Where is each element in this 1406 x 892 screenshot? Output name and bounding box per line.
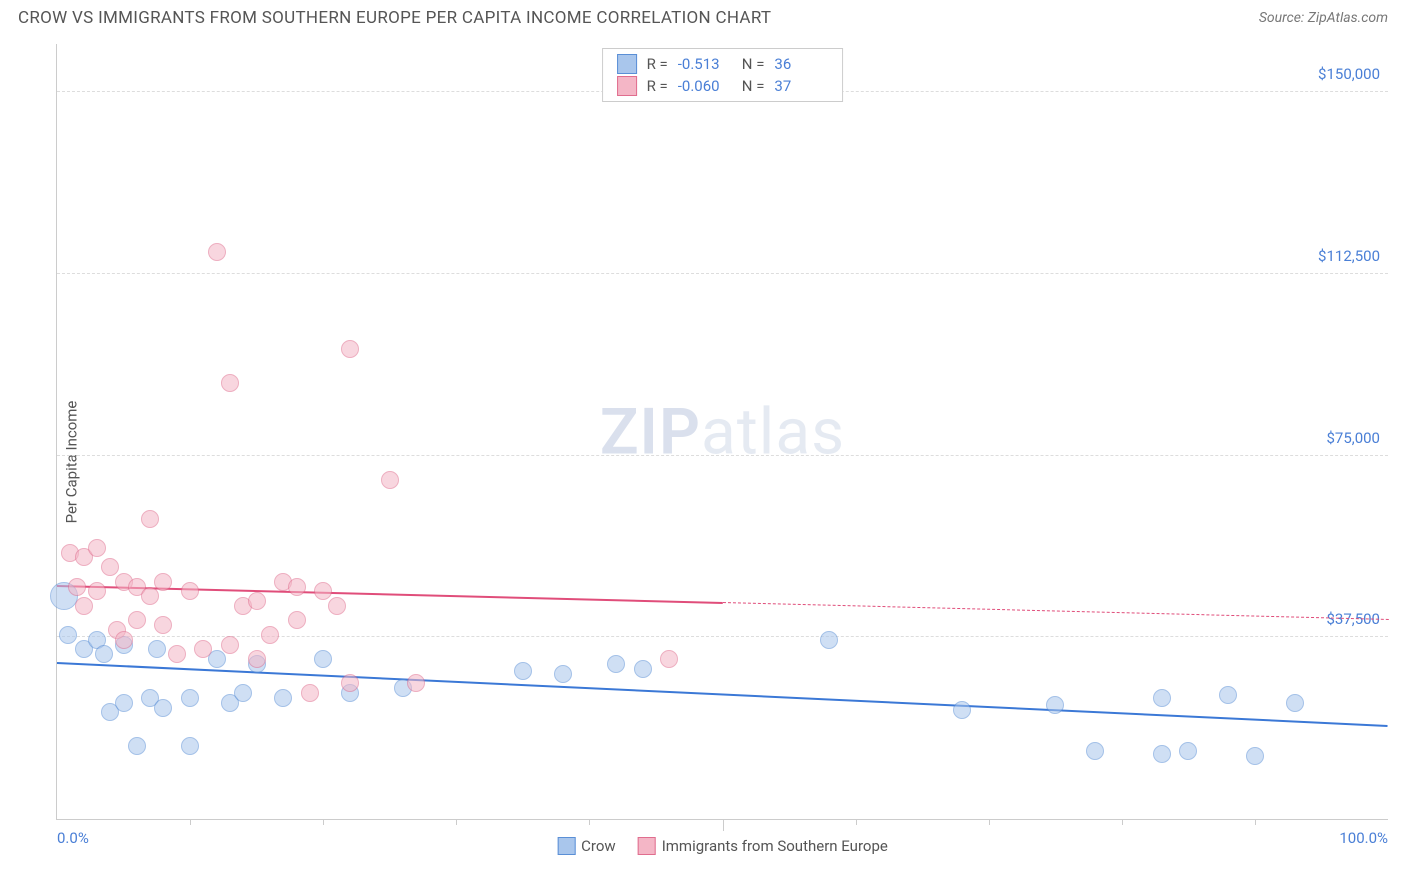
data-point <box>248 592 266 610</box>
legend-swatch <box>638 837 656 855</box>
stat-r-value: -0.060 <box>678 77 732 95</box>
data-point <box>154 573 172 591</box>
data-point <box>101 558 119 576</box>
data-point <box>168 645 186 663</box>
y-tick-label: $150,000 <box>1318 65 1380 83</box>
data-point <box>248 650 266 668</box>
data-point <box>141 587 159 605</box>
stat-n-value: 36 <box>774 55 828 73</box>
data-point <box>75 597 93 615</box>
data-point <box>141 510 159 528</box>
data-point <box>820 631 838 649</box>
data-point <box>1286 694 1304 712</box>
stat-swatch <box>617 54 637 74</box>
data-point <box>59 626 77 644</box>
data-point <box>288 611 306 629</box>
legend-bottom: Crow Immigrants from Southern Europe <box>557 837 888 855</box>
data-point <box>301 684 319 702</box>
data-point <box>128 737 146 755</box>
data-point <box>1153 689 1171 707</box>
data-point <box>407 674 425 692</box>
watermark: ZIPatlas <box>600 394 845 469</box>
stat-row: R = -0.060 N = 37 <box>617 75 829 97</box>
data-point <box>514 662 532 680</box>
x-tick-label: 0.0% <box>57 829 89 847</box>
stat-n-label: N = <box>742 55 765 73</box>
data-point <box>154 699 172 717</box>
x-tick <box>1255 819 1256 825</box>
y-tick-label: $112,500 <box>1318 247 1380 265</box>
data-point <box>381 471 399 489</box>
legend-item: Immigrants from Southern Europe <box>638 837 888 855</box>
data-point <box>1086 742 1104 760</box>
stat-box: R = -0.513 N = 36 R = -0.060 N = 37 <box>602 48 844 102</box>
chart-title: CROW VS IMMIGRANTS FROM SOUTHERN EUROPE … <box>18 8 771 28</box>
x-tick <box>1122 819 1123 825</box>
data-point <box>1046 696 1064 714</box>
data-point <box>194 640 212 658</box>
data-point <box>68 578 86 596</box>
data-point <box>660 650 678 668</box>
data-point <box>154 616 172 634</box>
data-point <box>128 611 146 629</box>
x-tick <box>589 819 590 825</box>
source-label: Source: ZipAtlas.com <box>1259 10 1388 26</box>
data-point <box>234 684 252 702</box>
data-point <box>1179 742 1197 760</box>
x-tick <box>989 819 990 825</box>
x-tick <box>190 819 191 825</box>
data-point <box>1219 686 1237 704</box>
chart-container: Per Capita Income ZIPatlas $37,500$75,00… <box>18 44 1388 880</box>
stat-r-label: R = <box>647 55 668 73</box>
x-tick-label: 100.0% <box>1339 829 1388 847</box>
stat-n-label: N = <box>742 77 765 95</box>
data-point <box>314 582 332 600</box>
stat-swatch <box>617 76 637 96</box>
data-point <box>115 631 133 649</box>
stat-n-value: 37 <box>774 77 828 95</box>
stat-r-label: R = <box>647 77 668 95</box>
data-point <box>221 636 239 654</box>
y-tick-label: $75,000 <box>1326 429 1380 447</box>
data-point <box>634 660 652 678</box>
data-point <box>341 674 359 692</box>
x-tick <box>723 819 724 831</box>
data-point <box>314 650 332 668</box>
data-point <box>208 243 226 261</box>
data-point <box>1246 747 1264 765</box>
stat-row: R = -0.513 N = 36 <box>617 53 829 75</box>
plot-area: ZIPatlas $37,500$75,000$112,500$150,0000… <box>56 44 1388 820</box>
legend-item: Crow <box>557 837 616 855</box>
data-point <box>221 374 239 392</box>
data-point <box>181 582 199 600</box>
x-tick <box>456 819 457 825</box>
gridline <box>57 273 1388 274</box>
gridline <box>57 455 1388 456</box>
data-point <box>607 655 625 673</box>
data-point <box>341 340 359 358</box>
data-point <box>148 640 166 658</box>
data-point <box>88 539 106 557</box>
x-tick <box>323 819 324 825</box>
data-point <box>953 701 971 719</box>
data-point <box>1153 745 1171 763</box>
data-point <box>274 689 292 707</box>
data-point <box>88 582 106 600</box>
trend-line <box>722 602 1388 620</box>
data-point <box>261 626 279 644</box>
x-tick <box>856 819 857 825</box>
data-point <box>181 689 199 707</box>
data-point <box>288 578 306 596</box>
data-point <box>554 665 572 683</box>
gridline <box>57 636 1388 637</box>
data-point <box>181 737 199 755</box>
data-point <box>115 694 133 712</box>
legend-swatch <box>557 837 575 855</box>
data-point <box>95 645 113 663</box>
data-point <box>328 597 346 615</box>
stat-r-value: -0.513 <box>678 55 732 73</box>
